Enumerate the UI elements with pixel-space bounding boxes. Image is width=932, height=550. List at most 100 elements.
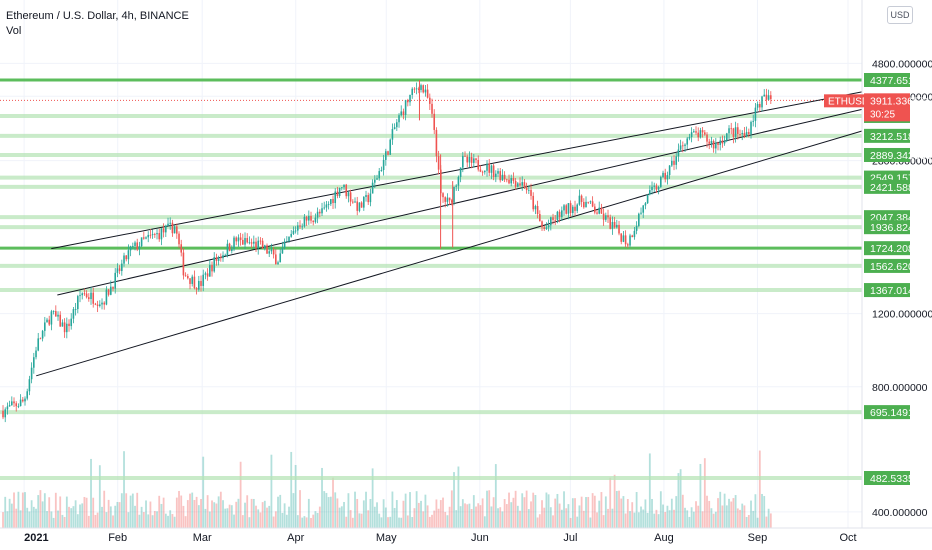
volume-bar xyxy=(367,510,370,528)
candle-body xyxy=(723,140,726,144)
volume-bar xyxy=(424,494,427,528)
candle-body xyxy=(622,235,625,242)
volume-indicator-label[interactable]: Vol xyxy=(6,25,22,37)
volume-bar xyxy=(182,505,185,528)
currency-button[interactable]: USD xyxy=(887,6,913,24)
volume-bar xyxy=(281,512,284,528)
candle-body xyxy=(462,155,464,168)
candle-body xyxy=(222,255,224,259)
volume-bar xyxy=(230,505,233,528)
volume-bar xyxy=(585,497,587,528)
volume-bar xyxy=(365,491,367,528)
volume-bar xyxy=(420,500,422,528)
candle-body xyxy=(572,206,574,214)
volume-bar xyxy=(558,503,561,528)
volume-bar xyxy=(28,511,31,528)
candle-body xyxy=(435,129,438,157)
volume-bar xyxy=(248,517,251,528)
volume-bar xyxy=(613,474,616,528)
volume-bar xyxy=(373,506,376,528)
candle-body xyxy=(624,235,627,245)
volume-bar xyxy=(708,500,711,528)
volume-bar xyxy=(384,507,387,528)
volume-bar xyxy=(450,490,453,528)
volume-bar xyxy=(303,516,306,528)
volume-bar xyxy=(519,510,521,528)
candle-body xyxy=(620,233,623,242)
level-label: 4377.651989 xyxy=(870,75,931,87)
candle-body xyxy=(204,273,207,275)
volume-bar xyxy=(670,498,673,528)
candle-body xyxy=(455,185,458,187)
candle-body xyxy=(140,237,143,247)
candle-body xyxy=(281,247,284,254)
volume-bar xyxy=(655,509,658,528)
volume-bar xyxy=(398,517,400,528)
volume-bar xyxy=(523,497,526,528)
volume-bar xyxy=(46,511,48,528)
volume-bar xyxy=(325,492,328,528)
candle-body xyxy=(365,195,367,197)
volume-bar xyxy=(120,493,123,528)
volume-bar xyxy=(123,451,125,528)
time-tick-label: Oct xyxy=(839,532,856,544)
volume-bar xyxy=(6,511,9,528)
candle-body xyxy=(717,142,719,145)
candle-body xyxy=(279,253,282,263)
candle-body xyxy=(477,159,480,170)
volume-bar xyxy=(8,498,11,528)
candle-body xyxy=(376,178,378,180)
candle-body xyxy=(301,226,304,228)
candle-body xyxy=(215,257,218,261)
volume-bar xyxy=(516,505,519,528)
volume-bar xyxy=(481,498,484,528)
volume-bar xyxy=(272,516,275,528)
candle-body xyxy=(129,246,132,251)
candle-body xyxy=(741,132,744,135)
candle-body xyxy=(748,132,750,135)
time-axis[interactable]: 2021 Feb Mar Apr May Jun Jul Aug Sep Oct xyxy=(24,532,856,544)
volume-bar xyxy=(431,514,433,528)
volume-bar xyxy=(530,501,532,528)
volume-bar xyxy=(459,506,462,528)
volume-bar xyxy=(340,506,343,528)
candle-body xyxy=(635,225,638,231)
candle-body xyxy=(382,159,385,170)
symbol-title[interactable]: Ethereum / U.S. Dollar, 4h, BINANCE xyxy=(6,10,189,22)
level-label-bg xyxy=(864,147,910,162)
volume-bar xyxy=(160,503,163,528)
candle-body xyxy=(644,203,647,206)
volume-bar xyxy=(90,458,92,528)
volume-bar xyxy=(96,512,99,528)
volume-bar xyxy=(343,501,345,528)
volume-bar xyxy=(422,511,425,528)
volume-bar xyxy=(387,517,389,528)
volume-bar xyxy=(378,513,381,528)
candle-body xyxy=(763,94,766,97)
level-label: 482.533542 xyxy=(870,473,926,485)
volume-bar xyxy=(288,506,290,528)
volume-bar xyxy=(651,498,653,528)
candle-body xyxy=(248,242,251,244)
volume-bar xyxy=(290,451,293,528)
volume-bar xyxy=(334,492,337,528)
volume-bar xyxy=(417,502,420,528)
candle-body xyxy=(662,172,664,178)
volume-bar xyxy=(389,516,392,528)
candle-body xyxy=(563,205,565,211)
candle-body xyxy=(72,309,75,319)
candle-body xyxy=(651,186,653,191)
volume-bar xyxy=(657,514,660,528)
volume-bar xyxy=(127,512,130,528)
volume-bar xyxy=(140,506,143,528)
candle-body xyxy=(609,217,612,229)
candle-body xyxy=(699,130,702,138)
volume-bar xyxy=(197,505,200,528)
volume-bar xyxy=(545,492,548,528)
volume-bar xyxy=(41,501,44,528)
candle-body xyxy=(246,237,249,243)
volume-bar xyxy=(371,468,374,528)
candle-body xyxy=(673,160,675,165)
volume-bar xyxy=(279,494,282,528)
